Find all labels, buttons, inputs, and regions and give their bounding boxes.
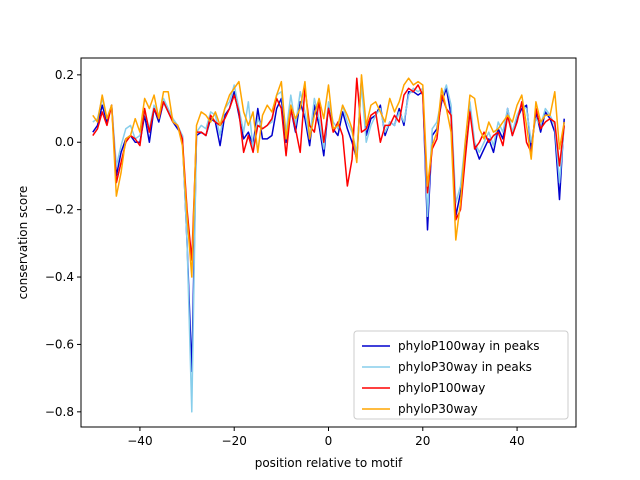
x-axis-label: position relative to motif: [255, 456, 403, 470]
x-tick-label: 20: [415, 434, 430, 448]
legend-label: phyloP30way in peaks: [398, 360, 532, 374]
legend-label: phyloP100way: [398, 381, 485, 395]
series-layer: [92, 74, 565, 413]
y-tick-label: 0.2: [55, 68, 74, 82]
legend-box: [353, 330, 569, 420]
series-line-3: [92, 74, 565, 278]
legend: phyloP100way in peaks phyloP30way in peak…: [353, 330, 569, 420]
y-tick-label: −0.4: [45, 270, 74, 284]
y-tick-label: 0.0: [55, 135, 74, 149]
series-line-0: [92, 77, 565, 373]
y-axis-label: conservation score: [16, 186, 30, 300]
x-tick-label: −20: [222, 434, 247, 448]
y-tick-label: −0.2: [45, 203, 74, 217]
x-tick-label: −40: [127, 434, 152, 448]
tick-layer: −40 −20 0 20 40 −0.8 −0.6 −0.4 −0.2 0.0 0.2: [45, 68, 525, 448]
y-tick-label: −0.6: [45, 337, 74, 351]
x-tick-label: 0: [325, 434, 333, 448]
y-tick-label: −0.8: [45, 405, 74, 419]
x-tick-label: 40: [509, 434, 524, 448]
legend-label: phyloP30way: [398, 402, 478, 416]
legend-label: phyloP100way in peaks: [398, 339, 540, 353]
